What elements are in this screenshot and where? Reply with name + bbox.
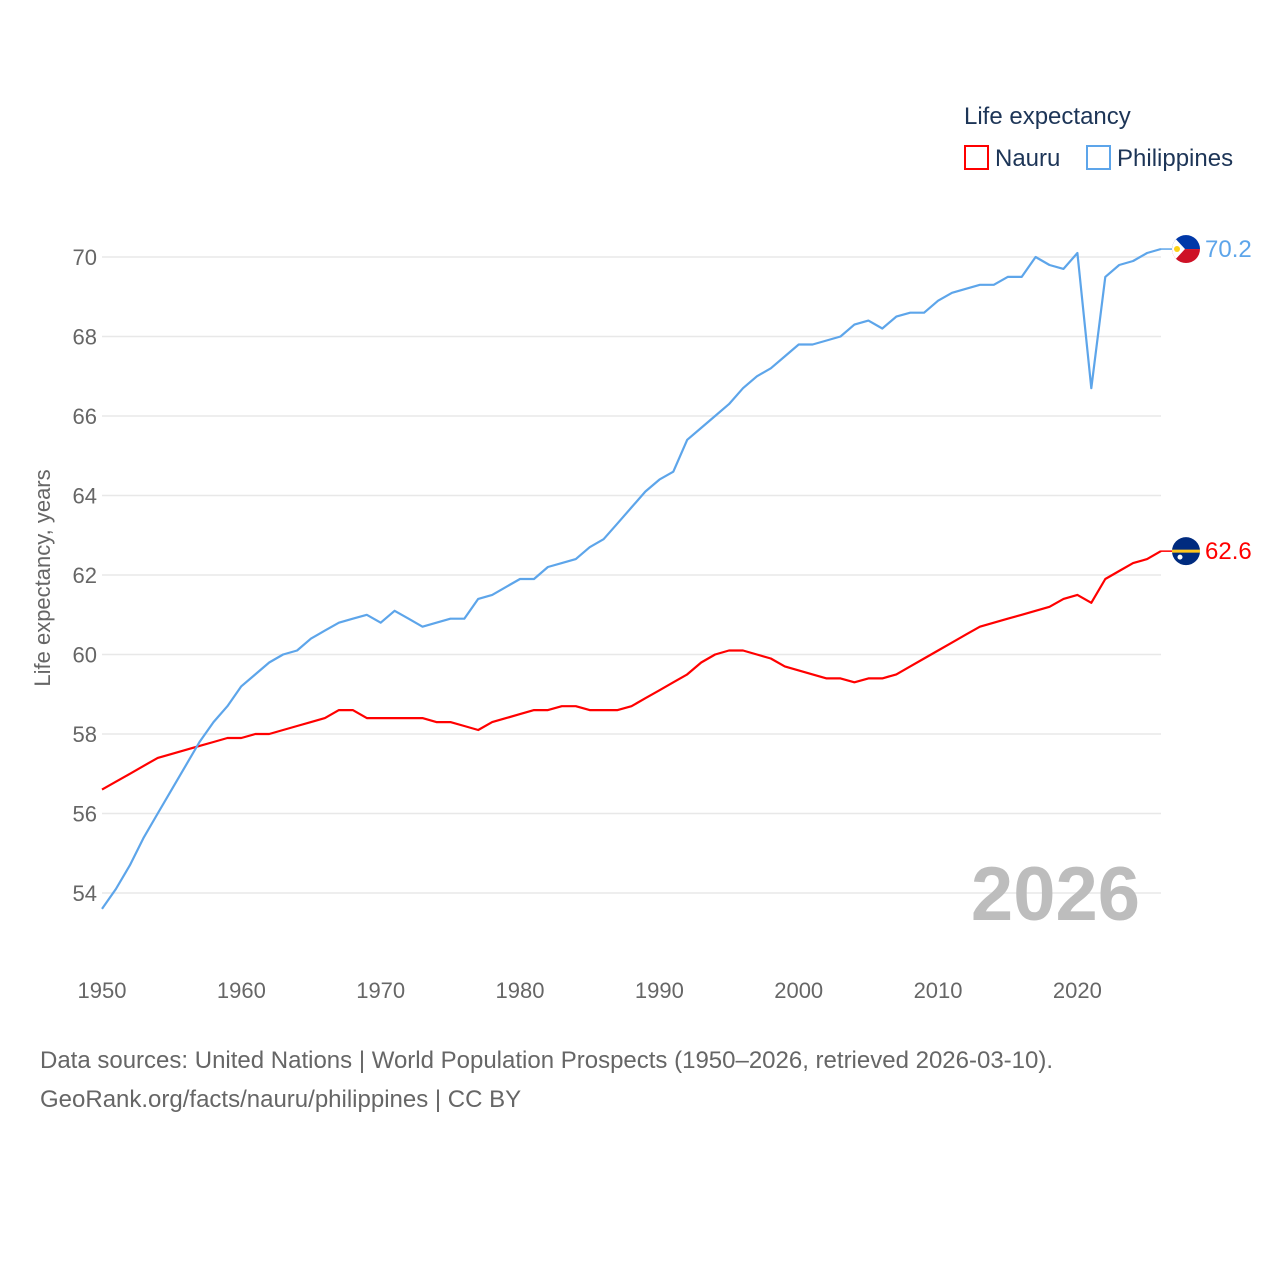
y-axis-label: Life expectancy, years — [30, 469, 55, 686]
y-tick-label: 64 — [73, 484, 97, 509]
gridlines — [102, 256, 1161, 894]
legend-label-nauru: Nauru — [995, 145, 1060, 172]
footer-sources: Data sources: United Nations | World Pop… — [40, 1047, 1054, 1074]
end-value-label: 62.6 — [1205, 538, 1252, 565]
flag-star — [1177, 554, 1183, 560]
y-tick-label: 60 — [73, 643, 97, 668]
y-tick-label: 62 — [73, 563, 97, 588]
flag-sun — [1174, 246, 1180, 253]
x-tick-label: 1950 — [78, 978, 127, 1003]
x-axis-ticks: 1950 1960 1970 1980 1990 2000 2010 2020 — [78, 978, 1102, 1003]
nauru-flag-icon — [1172, 537, 1200, 566]
y-tick-label: 66 — [73, 404, 97, 429]
footer-link[interactable]: GeoRank.org/facts/nauru/philippines | CC… — [40, 1086, 522, 1113]
legend-swatch-philippines — [1086, 145, 1111, 170]
y-axis-ticks: 54 56 58 60 62 64 66 68 70 — [73, 245, 97, 906]
y-tick-label: 58 — [73, 722, 97, 747]
y-tick-label: 54 — [73, 881, 97, 906]
legend: Nauru Philippines — [964, 145, 1233, 172]
x-tick-label: 2000 — [774, 978, 823, 1003]
x-tick-label: 1970 — [356, 978, 405, 1003]
end-value-label: 70.2 — [1205, 236, 1252, 263]
x-tick-label: 2020 — [1053, 978, 1102, 1003]
x-tick-label: 1990 — [635, 978, 684, 1003]
series-line-philippines — [101, 247, 1162, 910]
x-tick-label: 1980 — [496, 978, 545, 1003]
legend-swatch-nauru — [964, 145, 989, 170]
y-tick-label: 56 — [73, 802, 97, 827]
y-tick-label: 68 — [73, 325, 97, 350]
x-tick-label: 2010 — [914, 978, 963, 1003]
philippines-flag-icon — [1172, 235, 1200, 264]
legend-title: Life expectancy — [964, 103, 1131, 130]
flag-body — [1172, 235, 1200, 264]
series-end-markers: 62.6 70.2 — [1161, 235, 1252, 566]
legend-label-philippines: Philippines — [1117, 145, 1233, 172]
flag-stripe — [1172, 549, 1200, 553]
x-tick-label: 1960 — [217, 978, 266, 1003]
series-line-nauru — [101, 550, 1162, 791]
series-lines — [101, 247, 1162, 910]
line-chart: 54 56 58 60 62 64 66 68 70 1950 1960 1970 1980 1990 2… — [30, 103, 1252, 1003]
y-tick-label: 70 — [73, 245, 97, 270]
current-year-watermark: 2026 — [971, 852, 1140, 937]
